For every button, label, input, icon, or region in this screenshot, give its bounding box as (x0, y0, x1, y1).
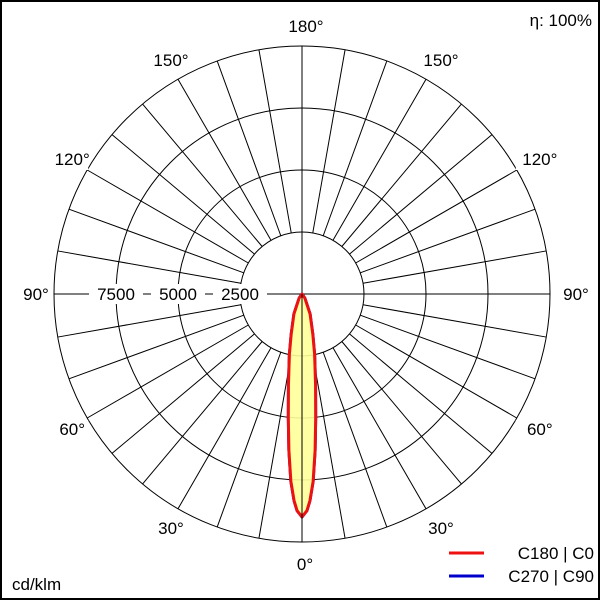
grid-spoke (68, 208, 244, 274)
angle-label-bg (552, 285, 592, 305)
tick-label-bg (151, 284, 205, 304)
legend: C180 | C0 C270 | C90 (449, 544, 594, 586)
angle-label-bg (417, 51, 457, 72)
angle-label-bg (282, 555, 322, 575)
curves (286, 292, 318, 542)
angle-label: 30° (428, 519, 454, 538)
grid-spoke (341, 103, 462, 247)
grid-spoke (349, 333, 493, 454)
angle-label-bg (515, 420, 556, 440)
grid-spoke (360, 314, 536, 380)
grid-spoke (216, 60, 282, 236)
angle-label-bg (48, 420, 89, 440)
grid-spoke (312, 354, 346, 539)
grid-spoke (332, 347, 427, 510)
angle-label: 150° (423, 51, 458, 70)
grid-spoke (322, 352, 388, 528)
legend-label: C270 | C90 (508, 567, 594, 586)
angle-label-bg (12, 285, 52, 305)
angle-label: 90° (563, 285, 589, 304)
grid-spoke (142, 103, 263, 247)
angle-label: 60° (527, 420, 553, 439)
angle-label: 90° (23, 285, 49, 304)
efficiency-label: η: 100% (530, 11, 592, 30)
radial-tick-label: 2500 (221, 285, 259, 304)
angle-label-bg (147, 518, 187, 539)
grid-spoke (322, 60, 388, 236)
grid-spoke (216, 352, 282, 528)
tick-label-bg (213, 284, 267, 304)
grid-spoke (360, 208, 536, 274)
grid-spoke (68, 314, 244, 380)
grid-spoke (258, 354, 292, 539)
angle-label: 30° (158, 519, 184, 538)
grid-spoke (362, 304, 547, 338)
grid-spoke (111, 134, 255, 255)
grid-spoke (355, 169, 518, 264)
angle-label-bg (147, 51, 187, 72)
grid-spoke (86, 324, 249, 419)
radial-tick-label: 7500 (97, 285, 135, 304)
legend-label: C180 | C0 (518, 544, 594, 563)
grid-spoke (355, 324, 518, 419)
grid-spoke (312, 49, 346, 234)
angle-label: 180° (288, 17, 323, 36)
grid-spoke (177, 78, 272, 241)
angle-label-bg (282, 15, 322, 35)
angle-label-bg (515, 150, 556, 170)
angle-label: 60° (59, 420, 85, 439)
grid-spoke (362, 250, 547, 284)
radial-tick-label: 5000 (159, 285, 197, 304)
labels: 2500 5000 7500 180° 150° 150° 120° 120° 90° 90° 60… (12, 15, 592, 575)
angle-label-bg (417, 518, 457, 539)
grid-spoke (177, 347, 272, 510)
grid-spoke (142, 341, 263, 485)
angle-label: 0° (297, 555, 313, 574)
tick-label-bg (89, 284, 143, 304)
grid-spoke (111, 333, 255, 454)
grid-spoke (258, 49, 292, 234)
angle-label: 150° (153, 51, 188, 70)
angle-label: 120° (55, 150, 90, 169)
unit-label: cd/klm (12, 575, 61, 594)
angle-label-bg (48, 150, 89, 170)
angle-label: 120° (522, 150, 557, 169)
grid-spoke (57, 250, 242, 284)
grid-spoke (86, 169, 249, 264)
grid-spoke (341, 341, 462, 485)
grid-spoke (332, 78, 427, 241)
grid-spoke (349, 134, 493, 255)
grid-spoke (57, 304, 242, 338)
